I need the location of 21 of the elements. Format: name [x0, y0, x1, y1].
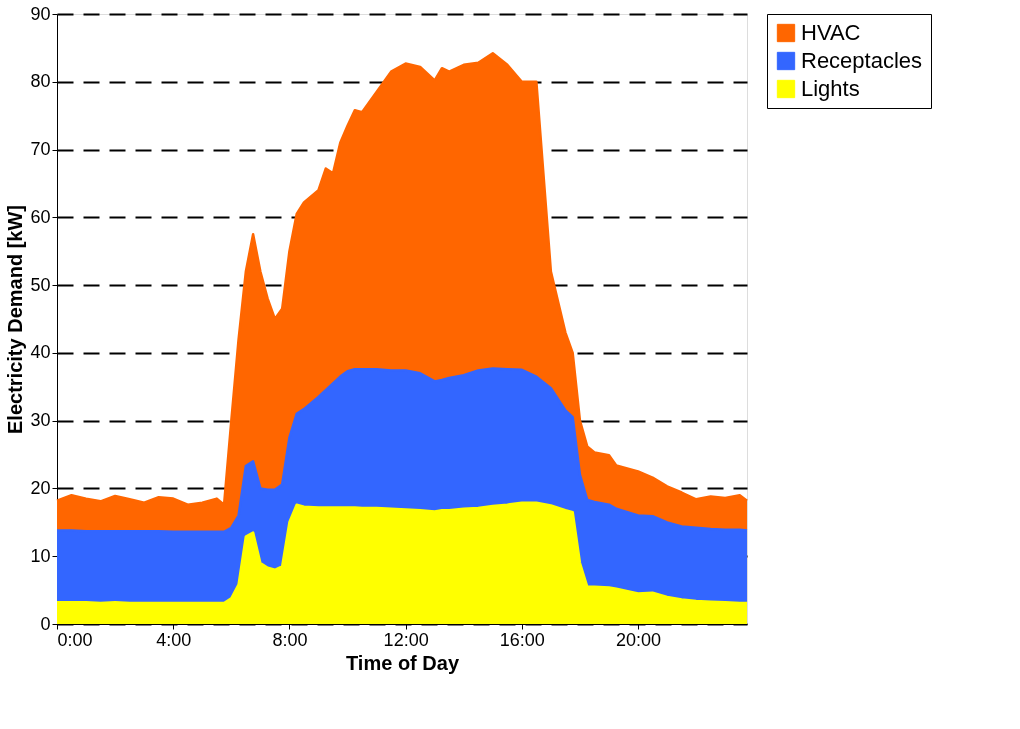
x-tick-label: 8:00 [272, 629, 308, 650]
y-tick-label: 60 [30, 206, 51, 227]
x-tick-label: 4:00 [156, 629, 192, 650]
y-tick-label: 10 [30, 545, 51, 566]
x-tick-label: 12:00 [383, 629, 429, 650]
y-tick-label: 50 [30, 274, 51, 295]
y-tick-label: 20 [30, 477, 51, 498]
y-axis-title: Electricity Demand [kW] [4, 205, 27, 434]
x-tick-label: 20:00 [616, 629, 662, 650]
y-tick-label: 40 [30, 342, 51, 363]
y-tick-label: 80 [30, 71, 51, 92]
legend-label: Lights [801, 76, 860, 101]
y-tick-label: 0 [40, 613, 51, 634]
y-tick-label: 90 [30, 3, 51, 24]
x-axis-title: Time of Day [346, 651, 460, 674]
y-tick-label: 30 [30, 410, 51, 431]
x-tick-label: 16:00 [499, 629, 545, 650]
legend-label: HVAC [801, 20, 861, 45]
legend-label: Receptacles [801, 48, 923, 73]
y-tick-label: 70 [30, 139, 51, 160]
x-tick-label: 0:00 [57, 629, 93, 650]
